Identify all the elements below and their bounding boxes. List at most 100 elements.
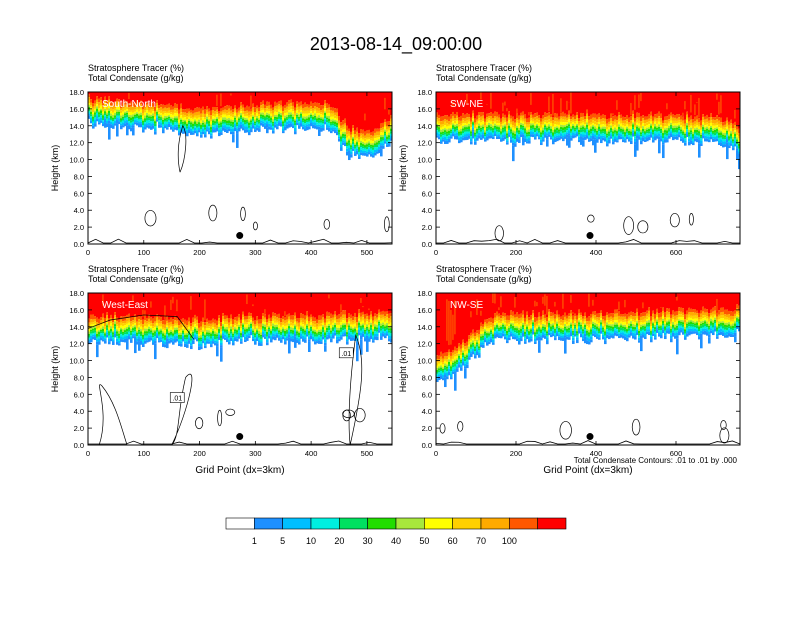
tracer-band — [506, 140, 509, 142]
tracer-band — [204, 131, 207, 134]
tracer-band — [684, 143, 687, 146]
tracer-band — [308, 127, 311, 130]
tracer-band — [104, 338, 107, 340]
tracer-streak — [384, 98, 386, 109]
y-tick-label: 16.0 — [69, 105, 84, 114]
x-tick-label: 200 — [510, 248, 523, 257]
panel-south-north: Stratosphere Tracer (%)Total Condensate … — [50, 63, 393, 257]
tracer-band — [272, 128, 275, 131]
tracer-band — [154, 338, 157, 341]
tracer-streak — [328, 295, 330, 299]
tracer-streak — [204, 299, 206, 320]
tracer-band — [322, 125, 325, 128]
tracer-streak — [150, 301, 152, 307]
tracer-band — [630, 141, 633, 144]
tracer-streak — [490, 93, 492, 109]
tracer-band — [112, 339, 115, 341]
tracer-streak — [486, 104, 488, 105]
tracer-band — [324, 343, 327, 346]
tracer-band — [294, 128, 297, 131]
location-marker — [236, 232, 243, 239]
tracer-band — [166, 127, 169, 129]
tracer-band — [596, 139, 599, 143]
tracer-streak — [172, 297, 174, 304]
y-axis-label: Height (km) — [50, 145, 60, 192]
tracer-band — [280, 340, 283, 343]
tracer-band — [684, 140, 687, 142]
tracer-band — [240, 341, 243, 344]
tracer-streak — [570, 93, 572, 114]
tracer-streak — [144, 310, 146, 315]
y-tick-label: 6.0 — [74, 189, 84, 198]
plot-area: South-North — [88, 92, 393, 244]
tracer-streak — [666, 103, 668, 109]
tracer-band — [304, 337, 307, 339]
tracer-band — [196, 133, 199, 136]
tracer-streak — [560, 98, 562, 112]
y-tick-label: 4.0 — [422, 206, 432, 215]
tracer-band — [282, 131, 285, 133]
tracer-band — [506, 142, 509, 144]
tracer-band — [204, 346, 207, 348]
tracer-band — [652, 140, 655, 143]
tracer-band — [154, 131, 157, 134]
tracer-band — [270, 339, 273, 342]
tracer-band — [98, 341, 101, 344]
tracer-band — [200, 346, 203, 349]
tracer-band — [324, 340, 327, 343]
tracer-band — [180, 344, 183, 347]
tracer-band — [528, 138, 531, 140]
tracer-band — [518, 137, 521, 140]
location-marker — [587, 232, 594, 239]
tracer-band — [162, 130, 165, 134]
tracer-band — [258, 126, 261, 128]
tracer-streak — [246, 295, 248, 305]
tracer-drip — [546, 139, 549, 146]
tracer-streak — [528, 112, 530, 115]
y-tick-label: 18.0 — [417, 88, 432, 97]
tracer-band — [220, 132, 223, 135]
tracer-band — [330, 339, 333, 343]
panel-subtitle-tracer: Stratosphere Tracer (%) — [436, 63, 532, 73]
x-tick-label: 0 — [86, 248, 90, 257]
tracer-band — [108, 341, 111, 344]
y-tick-label: 8.0 — [422, 172, 432, 181]
x-tick-label: 200 — [193, 248, 206, 257]
tracer-band — [518, 139, 521, 143]
x-tick-label: 600 — [670, 248, 683, 257]
tracer-band — [700, 144, 703, 146]
tracer-band — [514, 143, 517, 147]
tracer-band — [180, 341, 183, 343]
tracer-band — [210, 344, 213, 347]
tracer-band — [542, 139, 545, 141]
tracer-streak — [364, 114, 366, 121]
tracer-band — [192, 340, 195, 344]
tracer-streak — [694, 104, 696, 115]
y-tick-label: 4.0 — [74, 206, 84, 215]
panel-subtitle-condensate: Total Condensate (g/kg) — [88, 73, 184, 83]
tracer-band — [492, 137, 495, 139]
y-tick-label: 16.0 — [417, 105, 432, 114]
tracer-band — [240, 337, 243, 339]
tracer-band — [540, 142, 543, 145]
tracer-band — [666, 139, 669, 142]
tracer-drip — [658, 140, 661, 154]
tracer-band — [474, 142, 477, 145]
tracer-band — [684, 138, 687, 140]
tracer-band — [608, 140, 611, 144]
tracer-streak — [566, 101, 568, 110]
tracer-streak — [638, 95, 640, 108]
y-tick-label: 12.0 — [417, 139, 432, 148]
tracer-streak — [720, 95, 722, 113]
tracer-band — [112, 337, 115, 339]
y-tick-label: 10.0 — [69, 156, 84, 165]
tracer-streak — [220, 94, 222, 107]
tracer-band — [260, 342, 263, 344]
tracer-band — [534, 137, 537, 139]
tracer-band — [260, 343, 263, 345]
tracer-drip — [662, 145, 665, 158]
y-tick-label: 2.0 — [422, 223, 432, 232]
tracer-band — [266, 342, 269, 345]
tracer-band — [260, 339, 263, 342]
